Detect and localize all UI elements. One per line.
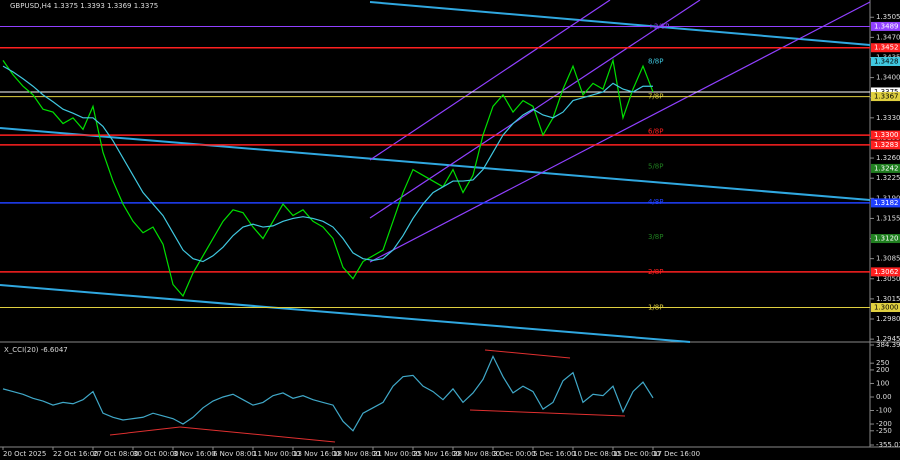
y-tick-label: 1.2980 bbox=[876, 315, 900, 323]
indicator-title: X_CCI(20) -6.6047 bbox=[4, 346, 68, 354]
y-tick-label: 1.3330 bbox=[876, 114, 900, 122]
level-label: 1.3242 bbox=[874, 164, 899, 172]
divergence-line bbox=[109, 426, 181, 436]
level-label: 1.3489 bbox=[874, 22, 899, 30]
x-tick-label: 20 Oct 2025 bbox=[3, 450, 46, 458]
level-box bbox=[871, 163, 900, 173]
level-label: 1.3452 bbox=[874, 44, 899, 52]
y-tick-label: 1.3470 bbox=[876, 33, 900, 41]
level-label: 1.3182 bbox=[874, 199, 899, 207]
x-tick-label: 11 Nov 00:00 bbox=[253, 450, 300, 458]
y-tick-label: 1.3225 bbox=[876, 174, 900, 182]
divergence-line bbox=[179, 426, 336, 443]
y-tick-label: 250 bbox=[876, 359, 889, 367]
murray-label: 5/8P bbox=[648, 163, 664, 171]
murray-label: 6/8P bbox=[648, 128, 664, 136]
series-line bbox=[2, 57, 654, 298]
divergence-line bbox=[484, 349, 571, 359]
x-tick-label: 17 Dec 16:00 bbox=[653, 450, 700, 458]
level-label: 1.3367 bbox=[874, 93, 899, 101]
y-tick-label: 200 bbox=[876, 366, 889, 374]
channel-line bbox=[369, 0, 701, 219]
level-box bbox=[871, 21, 900, 31]
trendline bbox=[0, 127, 871, 201]
x-tick-label: 10 Dec 08:00 bbox=[573, 450, 620, 458]
level-box bbox=[871, 57, 900, 67]
murray-label: 2/8P bbox=[648, 268, 664, 276]
y-tick-label: 1.3015 bbox=[876, 295, 900, 303]
level-box bbox=[871, 198, 900, 208]
y-tick-label: -200 bbox=[876, 420, 892, 428]
level-box bbox=[871, 267, 900, 277]
x-tick-label: 27 Oct 08:00 bbox=[93, 450, 139, 458]
y-tick-label: -100 bbox=[876, 407, 892, 415]
level-box bbox=[871, 140, 900, 150]
y-tick-label: 1.3085 bbox=[876, 255, 900, 263]
x-tick-label: 30 Oct 00:00 bbox=[133, 450, 179, 458]
chart-title: GBPUSD,H4 1.3375 1.3393 1.3369 1.3375 bbox=[10, 2, 158, 10]
level-box bbox=[871, 303, 900, 313]
y-tick-label: 1.2945 bbox=[876, 335, 900, 343]
x-tick-label: 6 Nov 08:00 bbox=[213, 450, 256, 458]
y-tick-label: 100 bbox=[876, 379, 889, 387]
channel-line bbox=[369, 1, 871, 263]
x-tick-label: 21 Nov 00:00 bbox=[373, 450, 420, 458]
level-box bbox=[871, 87, 900, 97]
trendlines bbox=[0, 0, 871, 443]
y-tick-label: -250 bbox=[876, 427, 892, 435]
y-tick-label: 1.3260 bbox=[876, 154, 900, 162]
level-label: 1.3283 bbox=[874, 141, 899, 149]
murray-label: 4/8P bbox=[648, 198, 664, 206]
y-tick-label: 0.00 bbox=[876, 393, 892, 401]
trendline bbox=[0, 284, 691, 343]
divergence-line bbox=[469, 409, 626, 417]
y-tick-label: 1.3190 bbox=[876, 194, 900, 202]
level-label: 1.3300 bbox=[874, 131, 899, 139]
trendline bbox=[369, 1, 871, 46]
y-tick-label: 1.3155 bbox=[876, 214, 900, 222]
level-box bbox=[871, 92, 900, 102]
level-box bbox=[871, 234, 900, 244]
murray-label: +2/8P bbox=[648, 22, 669, 30]
murray-label: 7/8P bbox=[648, 93, 664, 101]
series-line bbox=[2, 354, 654, 432]
murray-label: 1/8P bbox=[648, 304, 664, 312]
x-tick-label: 3 Dec 00:00 bbox=[493, 450, 536, 458]
y-tick-label: -355.0311 bbox=[876, 441, 900, 449]
level-label: 1.3375 bbox=[874, 88, 899, 96]
level-box bbox=[871, 43, 900, 53]
y-tick-label: 1.3505 bbox=[876, 13, 900, 21]
x-tick-label: 25 Nov 16:00 bbox=[413, 450, 460, 458]
x-tick-label: 28 Nov 08:00 bbox=[453, 450, 500, 458]
x-tick-label: 3 Nov 16:00 bbox=[173, 450, 216, 458]
y-tick-label: 1.3050 bbox=[876, 275, 900, 283]
level-box bbox=[871, 130, 900, 140]
y-tick-label: 384.3971 bbox=[876, 341, 900, 349]
y-tick-label: 1.3400 bbox=[876, 74, 900, 82]
level-label: 1.3000 bbox=[874, 304, 899, 312]
x-tick-label: 22 Oct 16:00 bbox=[53, 450, 99, 458]
x-tick-label: 18 Nov 08:00 bbox=[333, 450, 380, 458]
murray-label: 8/8P bbox=[648, 58, 664, 66]
x-tick-label: 15 Dec 00:00 bbox=[613, 450, 660, 458]
series-line bbox=[2, 65, 653, 263]
level-label: 1.3120 bbox=[874, 235, 899, 243]
x-tick-label: 5 Dec 16:00 bbox=[533, 450, 576, 458]
murray-label: 3/8P bbox=[648, 233, 664, 241]
x-tick-label: 13 Nov 16:00 bbox=[293, 450, 340, 458]
level-label: 1.3062 bbox=[874, 268, 899, 276]
level-label: 1.3428 bbox=[874, 58, 899, 66]
